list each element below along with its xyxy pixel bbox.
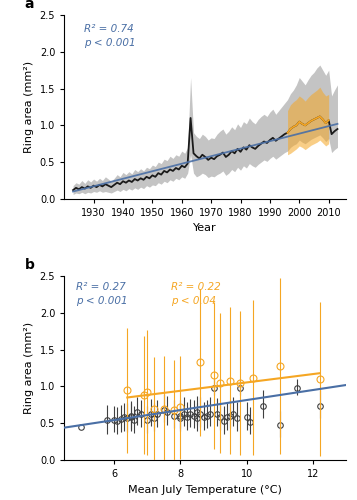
Text: R² = 0.74
p < 0.001: R² = 0.74 p < 0.001	[84, 24, 136, 48]
Y-axis label: Ring area (mm²): Ring area (mm²)	[24, 61, 34, 153]
X-axis label: Year: Year	[193, 224, 217, 234]
Text: R² = 0.27
p < 0.001: R² = 0.27 p < 0.001	[76, 282, 127, 306]
Text: b: b	[25, 258, 35, 272]
Text: R² = 0.22
p < 0.04: R² = 0.22 p < 0.04	[171, 282, 221, 306]
X-axis label: Mean July Temperature (°C): Mean July Temperature (°C)	[128, 484, 282, 494]
Y-axis label: Ring area (mm²): Ring area (mm²)	[24, 322, 34, 414]
Text: a: a	[25, 0, 34, 12]
